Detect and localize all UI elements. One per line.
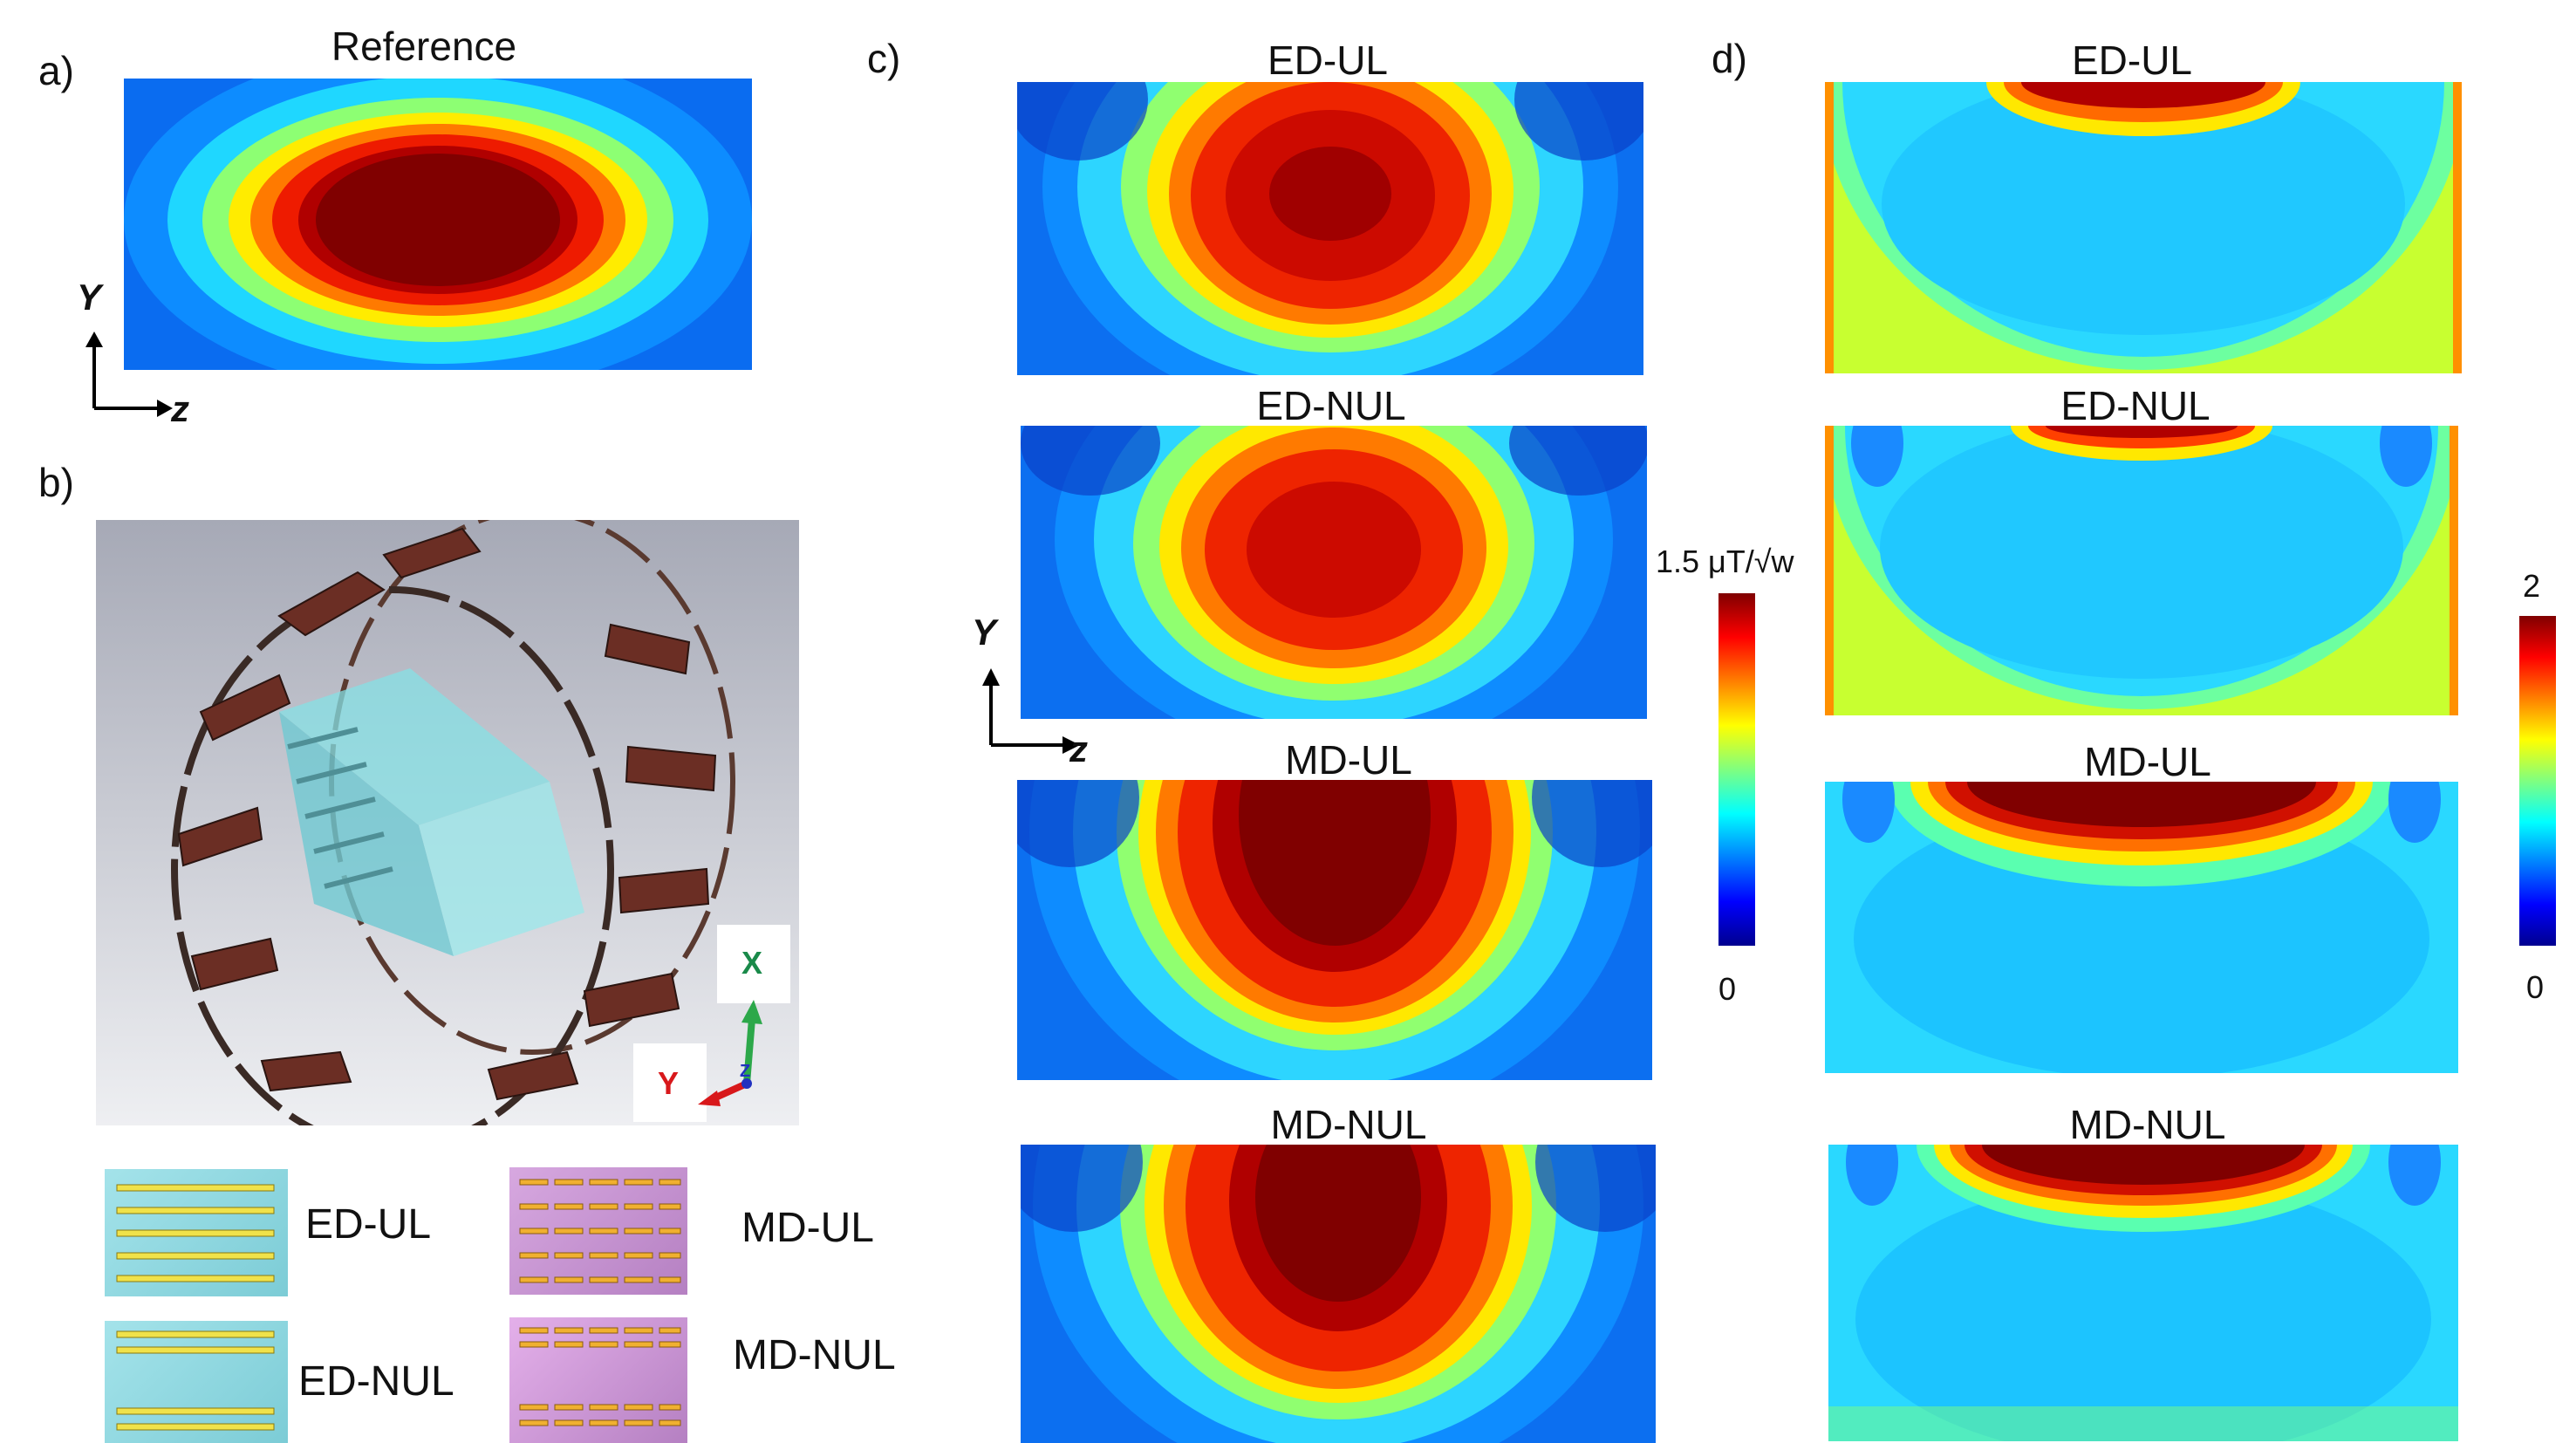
panel-d-title-ed-nul: ED-NUL <box>2060 383 2210 428</box>
legend-label-md-nul: MD-NUL <box>733 1332 896 1378</box>
reference-field-map <box>124 79 752 370</box>
triad-arrows <box>698 1000 762 1106</box>
axis-z-label-c: z <box>1069 728 1088 769</box>
colorbar-d <box>2519 616 2556 946</box>
legend-chip-md-nul <box>509 1317 687 1443</box>
triad-y-label: Y <box>658 1065 680 1101</box>
legend-chip-md-ul <box>509 1167 687 1295</box>
panel-c-title-md-nul: MD-NUL <box>1270 1102 1427 1147</box>
panel-d-map-md-ul <box>1825 782 2458 1073</box>
triad-x-box <box>717 925 790 1003</box>
triad-x-label: X <box>741 945 763 981</box>
panel-c-map-ed-ul <box>1017 82 1643 375</box>
legend-label-ed-nul: ED-NUL <box>298 1358 454 1405</box>
panel-c-map-ed-nul <box>1021 426 1647 719</box>
panel-d-map-ed-nul <box>1825 426 2458 715</box>
colorbar-c <box>1718 593 1755 946</box>
panel-d-title-md-nul: MD-NUL <box>2069 1102 2226 1147</box>
panel-b-label: b) <box>38 460 74 505</box>
panel-d-title-md-ul: MD-UL <box>2084 739 2211 784</box>
colorbar-d-max-label: 2 <box>2523 568 2541 604</box>
legend-chip-ed-ul <box>105 1169 288 1296</box>
axis-z-label-a: z <box>171 388 189 429</box>
panel-c-title-md-ul: MD-UL <box>1285 737 1412 783</box>
colorbar-c-max-label: 1.5 μT/√w <box>1656 544 1794 579</box>
axis-arrows-c <box>982 668 1080 754</box>
axis-arrows-a <box>85 332 173 417</box>
legend-label-md-ul: MD-UL <box>741 1205 874 1251</box>
panel-a-title: Reference <box>331 24 517 69</box>
panel-d-label: d) <box>1712 36 1747 81</box>
colorbar-c-min-label: 0 <box>1718 971 1737 1007</box>
panel-c-label: c) <box>867 36 901 81</box>
panel-d-title-ed-ul: ED-UL <box>2071 38 2193 83</box>
axis-y-label-c: Y <box>972 612 997 653</box>
panel-d-map-ed-ul <box>1825 82 2462 373</box>
triad-z-label: Z <box>740 1062 751 1081</box>
triad-y-box <box>633 1043 707 1122</box>
colorbar-d-min-label: 0 <box>2526 969 2545 1005</box>
panel-c-title-ed-ul: ED-UL <box>1267 38 1389 83</box>
panel-c-map-md-ul <box>1017 780 1652 1080</box>
axis-y-label-a: Y <box>77 277 102 318</box>
coil-render-view: X Y Z <box>96 520 799 1125</box>
panel-c-map-md-nul <box>1021 1145 1656 1443</box>
panel-d-map-md-nul <box>1828 1145 2458 1441</box>
panel-c-title-ed-nul: ED-NUL <box>1256 383 1406 428</box>
legend-chip-ed-nul <box>105 1321 288 1443</box>
legend-label-ed-ul: ED-UL <box>305 1201 432 1248</box>
panel-a-label: a) <box>38 48 74 93</box>
